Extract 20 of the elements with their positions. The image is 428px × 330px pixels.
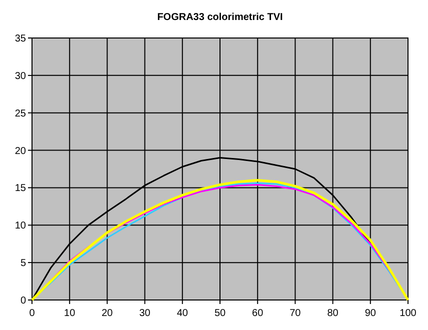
x-tick-label: 30 — [139, 308, 151, 319]
x-tick-label: 80 — [327, 308, 339, 319]
y-tick-label: 15 — [14, 183, 26, 194]
x-tick-label: 50 — [214, 308, 226, 319]
y-tick-label: 20 — [14, 146, 26, 157]
chart-title: FOGRA33 colorimetric TVI — [157, 12, 284, 23]
y-tick-label: 5 — [20, 258, 26, 270]
x-tick-label: 20 — [102, 308, 114, 319]
x-tick-label: 0 — [29, 308, 36, 319]
y-tick-label: 0 — [20, 296, 26, 306]
x-tick-label: 100 — [400, 308, 417, 319]
x-tick-label: 90 — [364, 308, 376, 319]
x-tick-label: 70 — [290, 308, 302, 319]
x-tick-label: 10 — [64, 308, 76, 319]
y-tick-label: 35 — [14, 34, 26, 44]
y-tick-label: 25 — [14, 108, 26, 120]
y-tick-label: 10 — [14, 220, 26, 232]
y-tick-label: 30 — [14, 70, 26, 82]
x-tick-label: 40 — [176, 308, 188, 319]
x-tick-label: 60 — [252, 308, 264, 319]
